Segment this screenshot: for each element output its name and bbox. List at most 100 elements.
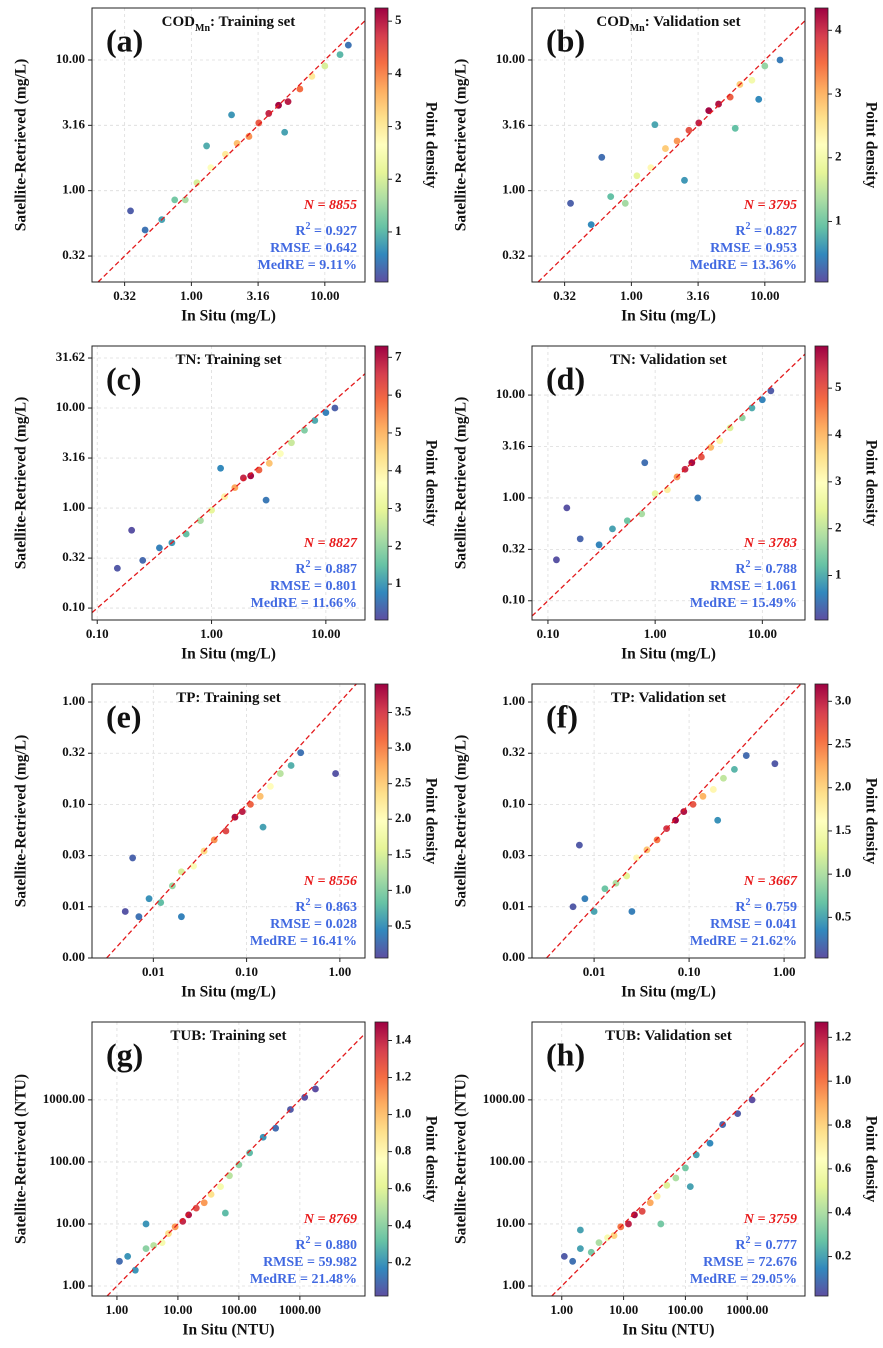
y-tick-label: 1.00 bbox=[502, 1277, 525, 1292]
points bbox=[546, 684, 802, 958]
point bbox=[720, 774, 727, 782]
r2-part: R bbox=[295, 562, 306, 577]
r2-part: = 0.927 bbox=[311, 224, 357, 239]
point bbox=[697, 453, 705, 461]
point bbox=[742, 752, 750, 759]
x-axis-label: In Situ (NTU) bbox=[622, 1322, 714, 1339]
points bbox=[106, 1033, 365, 1296]
point bbox=[706, 1139, 714, 1147]
colorbar-tick-label: 4 bbox=[395, 65, 402, 80]
x-tick-label: 1.00 bbox=[328, 964, 351, 979]
panel-label: (d) bbox=[546, 360, 585, 396]
point bbox=[653, 1192, 661, 1200]
point bbox=[581, 895, 589, 903]
point bbox=[192, 1204, 200, 1212]
colorbar bbox=[814, 7, 829, 283]
x-tick-label: 0.32 bbox=[553, 288, 576, 303]
point bbox=[131, 1266, 139, 1274]
point bbox=[272, 1124, 280, 1132]
colorbar-tick-label: 3 bbox=[835, 473, 842, 488]
r2-part: 2 bbox=[746, 559, 751, 570]
point bbox=[641, 459, 649, 467]
colorbar-tick-label: 0.4 bbox=[395, 1217, 412, 1232]
point bbox=[682, 1164, 689, 1172]
y-axis-label: Satellite-Retrieved (NTU) bbox=[453, 1074, 470, 1244]
point bbox=[312, 1085, 319, 1093]
r2-part: = 0.827 bbox=[751, 224, 797, 239]
y-tick-label: 1.00 bbox=[502, 693, 525, 708]
r2-part: R bbox=[295, 1238, 306, 1253]
medre-label: MedRE = 21.48% bbox=[250, 1272, 357, 1287]
x-tick-label: 0.32 bbox=[113, 288, 136, 303]
medre-label: MedRE = 15.49% bbox=[690, 596, 797, 611]
rmse-label: RMSE = 0.801 bbox=[270, 579, 357, 594]
colorbar-tick-label: 4 bbox=[835, 426, 842, 441]
point bbox=[331, 404, 339, 412]
panel-label: (g) bbox=[106, 1036, 143, 1072]
r2-label: R2 = 0.887 bbox=[295, 559, 357, 577]
point bbox=[576, 1226, 584, 1234]
colorbar-tick-label: 2.0 bbox=[835, 779, 851, 794]
point bbox=[714, 816, 722, 824]
point bbox=[255, 466, 263, 474]
point bbox=[297, 749, 305, 757]
point bbox=[171, 196, 179, 204]
point bbox=[755, 95, 763, 103]
point bbox=[595, 541, 603, 549]
point bbox=[607, 193, 615, 201]
x-tick-label: 0.01 bbox=[142, 964, 165, 979]
point bbox=[288, 439, 295, 447]
y-tick-label: 0.32 bbox=[62, 247, 85, 262]
one-to-one-line bbox=[546, 684, 802, 958]
x-axis-label: In Situ (mg/L) bbox=[621, 984, 716, 1001]
point bbox=[628, 908, 636, 915]
point bbox=[705, 107, 713, 114]
colorbar-label: Point density bbox=[422, 440, 439, 527]
point bbox=[681, 176, 688, 184]
y-tick-label: 1.00 bbox=[502, 489, 525, 504]
point bbox=[301, 426, 308, 434]
y-tick-label: 1.00 bbox=[502, 182, 525, 197]
colorbar-tick-label: 1.2 bbox=[395, 1069, 411, 1084]
x-tick-label: 10.00 bbox=[609, 1302, 638, 1317]
y-tick-label: 0.10 bbox=[62, 795, 85, 810]
colorbar-tick-label: 0.8 bbox=[835, 1116, 852, 1131]
colorbar-label: Point density bbox=[422, 778, 439, 865]
panel: 0.10 1.00 10.00 0.10 0.32 1.00 3.16 10.00 31.62 T… bbox=[13, 345, 439, 663]
point bbox=[135, 913, 143, 921]
point bbox=[190, 862, 197, 870]
point bbox=[716, 437, 724, 445]
rmse-label: RMSE = 0.953 bbox=[710, 241, 797, 256]
panel: 0.32 1.00 3.16 10.00 0.32 1.00 3.16 10.00 CODMn:… bbox=[13, 7, 439, 325]
x-axis-label: In Situ (mg/L) bbox=[181, 984, 276, 1001]
point bbox=[116, 1257, 123, 1265]
points bbox=[537, 20, 805, 282]
point bbox=[761, 62, 769, 70]
colorbar-tick-label: 0.6 bbox=[835, 1160, 852, 1175]
point bbox=[633, 172, 641, 180]
colorbar-tick-label: 0.8 bbox=[395, 1143, 412, 1158]
x-tick-label: 0.10 bbox=[235, 964, 258, 979]
point bbox=[569, 1257, 577, 1265]
colorbar-label: Point density bbox=[422, 102, 439, 189]
title-part: Mn bbox=[630, 23, 645, 34]
colorbar-tick-label: 1.4 bbox=[395, 1031, 412, 1046]
x-tick-label: 1.00 bbox=[200, 626, 223, 641]
colorbar-tick-label: 1 bbox=[395, 223, 402, 238]
colorbar bbox=[374, 683, 389, 959]
y-tick-label: 1.00 bbox=[62, 1277, 85, 1292]
colorbar-tick-label: 2.0 bbox=[395, 810, 411, 825]
colorbar-tick-label: 5 bbox=[395, 12, 402, 27]
point bbox=[276, 770, 284, 777]
y-axis-label: Satellite-Retrieved (mg/L) bbox=[13, 59, 30, 232]
x-tick-label: 10.00 bbox=[163, 1302, 192, 1317]
point bbox=[663, 486, 671, 494]
point bbox=[217, 1183, 224, 1191]
y-tick-label: 0.03 bbox=[502, 847, 525, 862]
x-axis-label: In Situ (mg/L) bbox=[181, 308, 276, 325]
r2-part: 2 bbox=[306, 559, 311, 570]
rmse-label: RMSE = 0.028 bbox=[270, 917, 357, 932]
x-axis-label: In Situ (mg/L) bbox=[181, 646, 276, 663]
point bbox=[200, 1199, 208, 1207]
point bbox=[197, 517, 204, 524]
